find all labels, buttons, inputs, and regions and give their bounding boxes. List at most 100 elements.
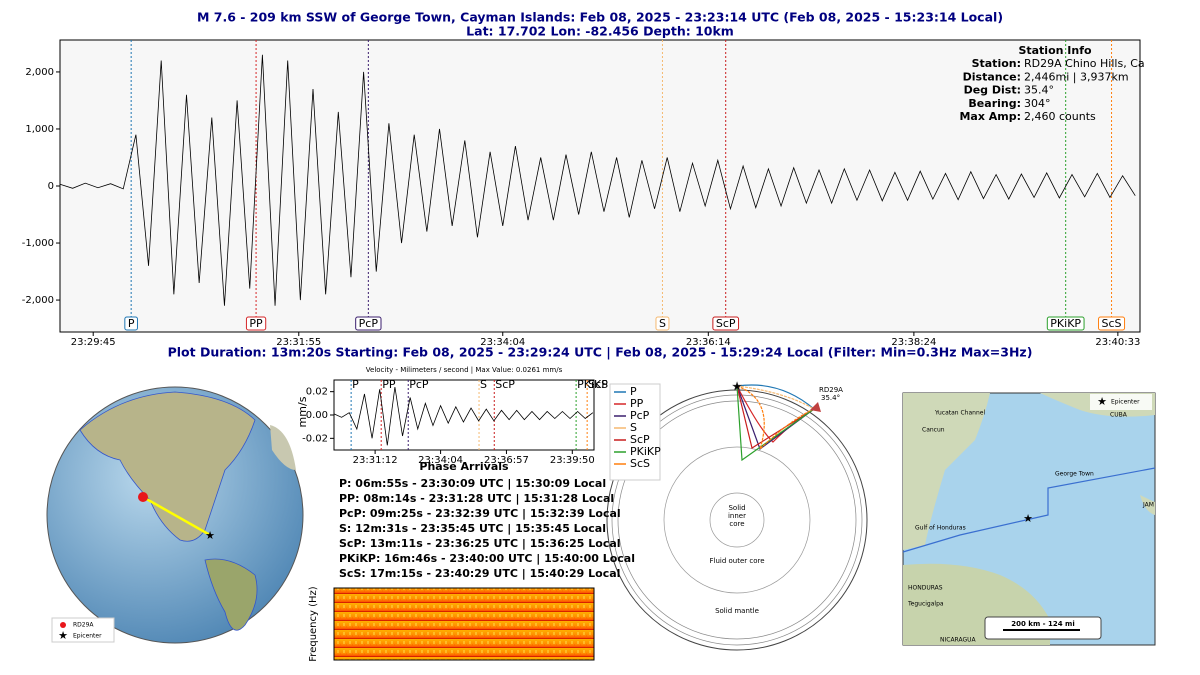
phase-arrival: PKiKP: 16m:46s - 23:40:00 UTC | 15:40:00… xyxy=(339,552,635,565)
phase-arrival: PcP: 09m:25s - 23:32:39 UTC | 15:32:39 L… xyxy=(339,507,621,520)
waveform xyxy=(59,54,1136,306)
map-label: JAM xyxy=(1142,502,1154,509)
station-marker xyxy=(810,402,821,412)
legend-label: RD29A xyxy=(73,622,94,629)
ray-path xyxy=(736,385,815,452)
source-star: ★ xyxy=(732,380,742,393)
legend-label: PcP xyxy=(630,409,650,422)
svg-text:★: ★ xyxy=(205,529,215,542)
subtitle: Lat: 17.702 Lon: -82.456 Depth: 10km xyxy=(466,24,734,39)
y-axis-label: mm/s xyxy=(296,396,309,427)
map-label: Yucatan Channel xyxy=(934,410,985,417)
ray-path xyxy=(736,385,815,462)
globe: ★ ★ RD29A Epicenter xyxy=(46,386,304,644)
info-label: Deg Dist: xyxy=(964,84,1021,97)
phase-box xyxy=(1098,316,1126,331)
y-tick-label: 0.00 xyxy=(306,410,328,421)
phase-arrival: PP: 08m:14s - 23:31:28 UTC | 15:31:28 Lo… xyxy=(339,492,614,505)
scale-label: 200 km - 124 mi xyxy=(1011,620,1075,628)
phase-arrivals-title: Phase Arrivals xyxy=(419,460,509,473)
ray-path xyxy=(736,385,815,449)
phase-box xyxy=(245,316,267,331)
region-label: Solid xyxy=(728,504,745,512)
phase-label: PKiKP xyxy=(1050,317,1081,330)
info-value: 35.4° xyxy=(1024,84,1054,97)
phase-arrival: ScS: 17m:15s - 23:40:29 UTC | 15:40:29 L… xyxy=(339,567,620,580)
phase-label: PKiKP xyxy=(577,378,608,391)
phase-box xyxy=(1046,316,1085,331)
phase-box xyxy=(655,316,670,331)
x-tick-label: 23:40:33 xyxy=(1095,337,1140,348)
info-title: Station Info xyxy=(1018,44,1092,57)
x-tick-label: 23:31:12 xyxy=(353,455,398,466)
info-value: RD29A Chino Hills, Ca xyxy=(1024,57,1145,70)
map-label: Gulf of Honduras xyxy=(915,525,966,532)
phase-label: PP xyxy=(249,317,263,330)
svg-text:★: ★ xyxy=(1023,512,1033,525)
distance-label: 35.4° xyxy=(821,394,840,402)
region-label: Fluid outer core xyxy=(709,557,764,565)
phase-arrivals: P: 06m:55s - 23:30:09 UTC | 15:30:09 Loc… xyxy=(339,477,635,580)
phase-arrival: P: 06m:55s - 23:30:09 UTC | 15:30:09 Loc… xyxy=(339,477,606,490)
legend-label: PP xyxy=(630,397,644,410)
region-label: inner xyxy=(728,512,746,520)
phase-label: P xyxy=(352,378,359,391)
phase-label: ScP xyxy=(716,317,736,330)
svg-text:★: ★ xyxy=(1097,395,1107,408)
title: M 7.6 - 209 km SSW of George Town, Cayma… xyxy=(197,10,1003,25)
x-tick-label: 23:38:24 xyxy=(891,337,936,348)
map-label: HONDURAS xyxy=(908,585,943,592)
map: Yucatan Channel Cancun CUBA George Town … xyxy=(902,392,1156,646)
velocity-title: Velocity - Milimeters / second | Max Val… xyxy=(366,366,563,374)
x-tick-label: 23:36:57 xyxy=(484,455,529,466)
phase-box xyxy=(124,316,138,331)
map-label: Tegucigalpa xyxy=(907,601,944,608)
y-tick-label: -0.02 xyxy=(302,433,328,444)
info-label: Station: xyxy=(972,57,1021,70)
phase-arrival: ScP: 13m:11s - 23:36:25 UTC | 15:36:25 L… xyxy=(339,537,621,550)
phase-box xyxy=(712,316,740,331)
y-tick-label: 0 xyxy=(48,181,54,192)
y-tick-label: 0.02 xyxy=(306,387,328,398)
x-tick-label: 23:31:55 xyxy=(276,337,321,348)
ray-path xyxy=(736,385,815,410)
waveform xyxy=(333,386,594,446)
velocity-chart: -0.02 0.00 0.02 23:31:12 23:34:04 23:36:57 23:… xyxy=(302,378,608,466)
legend-label: P xyxy=(630,385,637,398)
x-tick-label: 23:36:14 xyxy=(686,337,731,348)
x-tick-label: 23:29:45 xyxy=(71,337,116,348)
ray-path xyxy=(736,384,815,410)
y-axis-label: Frequency (Hz) xyxy=(308,586,319,662)
x-tick-label: 23:34:04 xyxy=(480,337,525,348)
map-label: Cancun xyxy=(922,427,945,434)
plot-area xyxy=(59,39,1141,333)
ray-plot: Solid inner core Fluid outer core Solid … xyxy=(606,380,868,651)
y-tick-label: 1,000 xyxy=(25,124,54,135)
info-value: 2,460 counts xyxy=(1024,110,1096,123)
station-label: RD29A xyxy=(819,386,843,394)
phase-arrival: S: 12m:31s - 23:35:45 UTC | 15:35:45 Loc… xyxy=(339,522,606,535)
info-label: Max Amp: xyxy=(959,110,1021,123)
legend-label: Epicenter xyxy=(73,633,102,640)
info-value: 2,446mi | 3,937km xyxy=(1024,70,1129,83)
y-tick-label: -2,000 xyxy=(22,295,54,306)
phase-label: S xyxy=(480,378,487,391)
y-tick-label: -1,000 xyxy=(22,238,54,249)
legend-label: S xyxy=(630,421,637,434)
x-tick-label: 23:39:50 xyxy=(550,455,595,466)
seismogram: -2,000 -1,000 0 1,000 2,000 23:29:45 23:31:55 2… xyxy=(22,40,1140,348)
map-label: NICARAGUA xyxy=(940,637,977,644)
region-label: Solid mantle xyxy=(715,607,759,615)
caption: Plot Duration: 13m:20s Starting: Feb 08,… xyxy=(168,345,1033,360)
info-label: Distance: xyxy=(963,70,1021,83)
map-label: George Town xyxy=(1055,471,1094,478)
region-label: core xyxy=(729,520,744,528)
phase-label: ScS xyxy=(588,378,608,391)
info-value: 304° xyxy=(1024,97,1051,110)
velocity-area xyxy=(333,379,595,451)
map-label: Epicenter xyxy=(1111,399,1140,406)
phase-label: P xyxy=(128,317,135,330)
phase-label: PP xyxy=(382,378,396,391)
